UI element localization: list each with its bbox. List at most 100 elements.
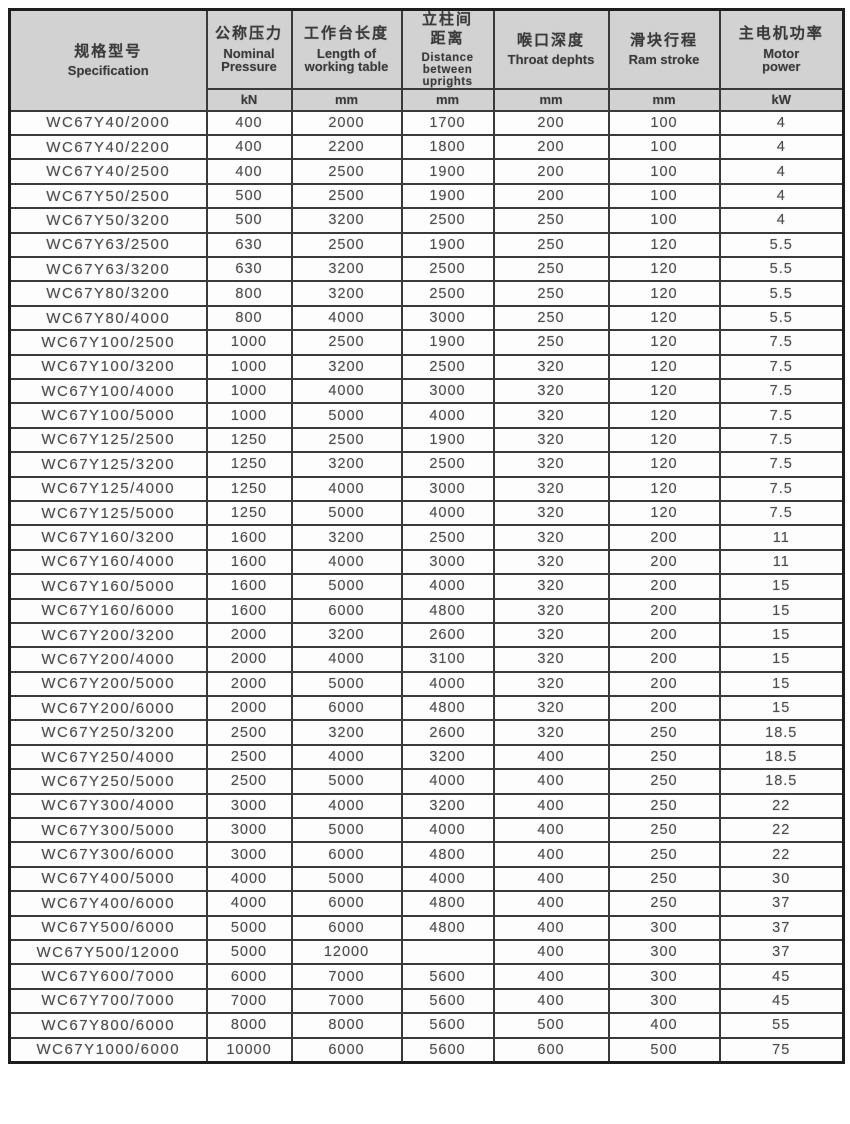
unit-table-length: mm <box>290 87 403 112</box>
ram-stroke-cell: 250 <box>607 816 721 844</box>
unit-uprights-distance: mm <box>400 87 495 112</box>
col-header-nominal-pressure-cn: 公称压力 <box>214 24 283 42</box>
motor-power-cell: 18.5 <box>718 768 845 795</box>
ram-stroke-cell: 250 <box>607 841 721 868</box>
nominal-pressure-cell: 1000 <box>205 377 293 405</box>
uprights-distance-cell: 4000 <box>400 670 495 698</box>
table-row: WC67Y250/5000 2500 5000 4000 400 250 18.… <box>8 768 845 795</box>
table-row: WC67Y125/3200 1250 3200 2500 320 120 7.5 <box>8 451 845 478</box>
uprights-distance-cell: 2500 <box>400 353 495 381</box>
motor-power-cell: 5.5 <box>718 304 845 332</box>
col-header-table-length-en: Length of working table <box>304 45 389 75</box>
nominal-pressure-cell: 4000 <box>205 890 293 917</box>
table-row: WC67Y125/2500 1250 2500 1900 320 120 7.5 <box>8 426 845 454</box>
uprights-distance-cell: 2500 <box>400 451 495 478</box>
nominal-pressure-cell: 1250 <box>205 426 293 454</box>
motor-power-cell: 45 <box>718 963 845 990</box>
motor-power-cell: 4 <box>718 134 845 161</box>
uprights-distance-cell: 2500 <box>400 280 495 307</box>
ram-stroke-cell: 200 <box>607 646 721 673</box>
nominal-pressure-cell: 400 <box>205 158 293 185</box>
col-header-ram-stroke-en: Ram stroke <box>628 52 700 68</box>
ram-stroke-cell: 120 <box>607 280 721 307</box>
motor-power-cell: 11 <box>718 524 845 551</box>
ram-stroke-cell: 120 <box>607 231 721 259</box>
table-row: WC67Y600/7000 6000 7000 5600 400 300 45 <box>8 963 845 990</box>
uprights-distance-cell <box>400 938 495 966</box>
table-length-cell: 2500 <box>290 182 403 210</box>
nominal-pressure-cell: 500 <box>205 182 293 210</box>
motor-power-cell: 75 <box>718 1036 845 1064</box>
table-row: WC67Y400/6000 4000 6000 4800 400 250 37 <box>8 890 845 917</box>
specification-cell: WC67Y40/2200 <box>8 134 208 161</box>
table-row: WC67Y160/4000 1600 4000 3000 320 200 11 <box>8 548 845 576</box>
table-length-cell: 3200 <box>290 353 403 381</box>
motor-power-cell: 15 <box>718 646 845 673</box>
throat-depth-cell: 200 <box>492 182 610 210</box>
uprights-distance-cell: 3000 <box>400 548 495 576</box>
ram-stroke-cell: 100 <box>607 207 721 234</box>
uprights-distance-cell: 5600 <box>400 987 495 1015</box>
table-length-cell: 2000 <box>290 109 403 137</box>
table-length-cell: 4000 <box>290 646 403 673</box>
motor-power-cell: 5.5 <box>718 280 845 307</box>
uprights-distance-cell: 1900 <box>400 231 495 259</box>
table-row: WC67Y250/3200 2500 3200 2600 320 250 18.… <box>8 719 845 746</box>
col-header-uprights-distance-en: Distance between uprights <box>421 51 474 88</box>
nominal-pressure-cell: 8000 <box>205 1012 293 1039</box>
throat-depth-cell: 400 <box>492 914 610 941</box>
ram-stroke-cell: 120 <box>607 353 721 381</box>
col-header-specification-en: Specification <box>67 63 149 79</box>
table-row: WC67Y500/6000 5000 6000 4800 400 300 37 <box>8 914 845 941</box>
motor-power-cell: 37 <box>718 938 845 966</box>
col-header-motor-power-cn: 主电机功率 <box>738 24 824 42</box>
uprights-distance-cell: 1700 <box>400 109 495 137</box>
col-header-ram-stroke: 滑块行程 Ram stroke <box>607 8 721 90</box>
uprights-distance-cell: 4800 <box>400 695 495 722</box>
uprights-distance-cell: 4800 <box>400 890 495 917</box>
nominal-pressure-cell: 800 <box>205 304 293 332</box>
table-row: WC67Y100/3200 1000 3200 2500 320 120 7.5 <box>8 353 845 381</box>
throat-depth-cell: 200 <box>492 158 610 185</box>
specification-cell: WC67Y250/3200 <box>8 719 208 746</box>
specification-cell: WC67Y40/2000 <box>8 109 208 137</box>
throat-depth-cell: 320 <box>492 573 610 600</box>
spec-table-body: WC67Y40/2000 400 2000 1700 200 100 4 WC6… <box>8 109 845 1064</box>
table-row: WC67Y40/2000 400 2000 1700 200 100 4 <box>8 109 845 137</box>
table-row: WC67Y400/5000 4000 5000 4000 400 250 30 <box>8 865 845 893</box>
ram-stroke-cell: 120 <box>607 426 721 454</box>
uprights-distance-cell: 1900 <box>400 426 495 454</box>
ram-stroke-cell: 100 <box>607 134 721 161</box>
ram-stroke-cell: 250 <box>607 768 721 795</box>
table-length-cell: 2200 <box>290 134 403 161</box>
table-length-cell: 7000 <box>290 987 403 1015</box>
ram-stroke-cell: 200 <box>607 695 721 722</box>
specification-cell: WC67Y400/5000 <box>8 865 208 893</box>
table-row: WC67Y50/3200 500 3200 2500 250 100 4 <box>8 207 845 234</box>
col-header-ram-stroke-cn: 滑块行程 <box>629 31 698 49</box>
nominal-pressure-cell: 7000 <box>205 987 293 1015</box>
col-header-motor-power-en: Motor power <box>762 45 801 75</box>
nominal-pressure-cell: 2500 <box>205 719 293 746</box>
nominal-pressure-cell: 1600 <box>205 548 293 576</box>
throat-depth-cell: 400 <box>492 841 610 868</box>
ram-stroke-cell: 120 <box>607 451 721 478</box>
table-length-cell: 3200 <box>290 451 403 478</box>
nominal-pressure-cell: 3000 <box>205 841 293 868</box>
table-row: WC67Y80/4000 800 4000 3000 250 120 5.5 <box>8 304 845 332</box>
specification-cell: WC67Y500/12000 <box>8 938 208 966</box>
uprights-distance-cell: 2600 <box>400 719 495 746</box>
specification-cell: WC67Y160/6000 <box>8 597 208 624</box>
motor-power-cell: 37 <box>718 890 845 917</box>
specification-cell: WC67Y250/5000 <box>8 768 208 795</box>
motor-power-cell: 30 <box>718 865 845 893</box>
table-row: WC67Y50/2500 500 2500 1900 200 100 4 <box>8 182 845 210</box>
motor-power-cell: 18.5 <box>718 743 845 771</box>
motor-power-cell: 7.5 <box>718 499 845 527</box>
uprights-distance-cell: 3200 <box>400 743 495 771</box>
throat-depth-cell: 400 <box>492 890 610 917</box>
specification-cell: WC67Y40/2500 <box>8 158 208 185</box>
specification-cell: WC67Y200/5000 <box>8 670 208 698</box>
throat-depth-cell: 320 <box>492 548 610 576</box>
